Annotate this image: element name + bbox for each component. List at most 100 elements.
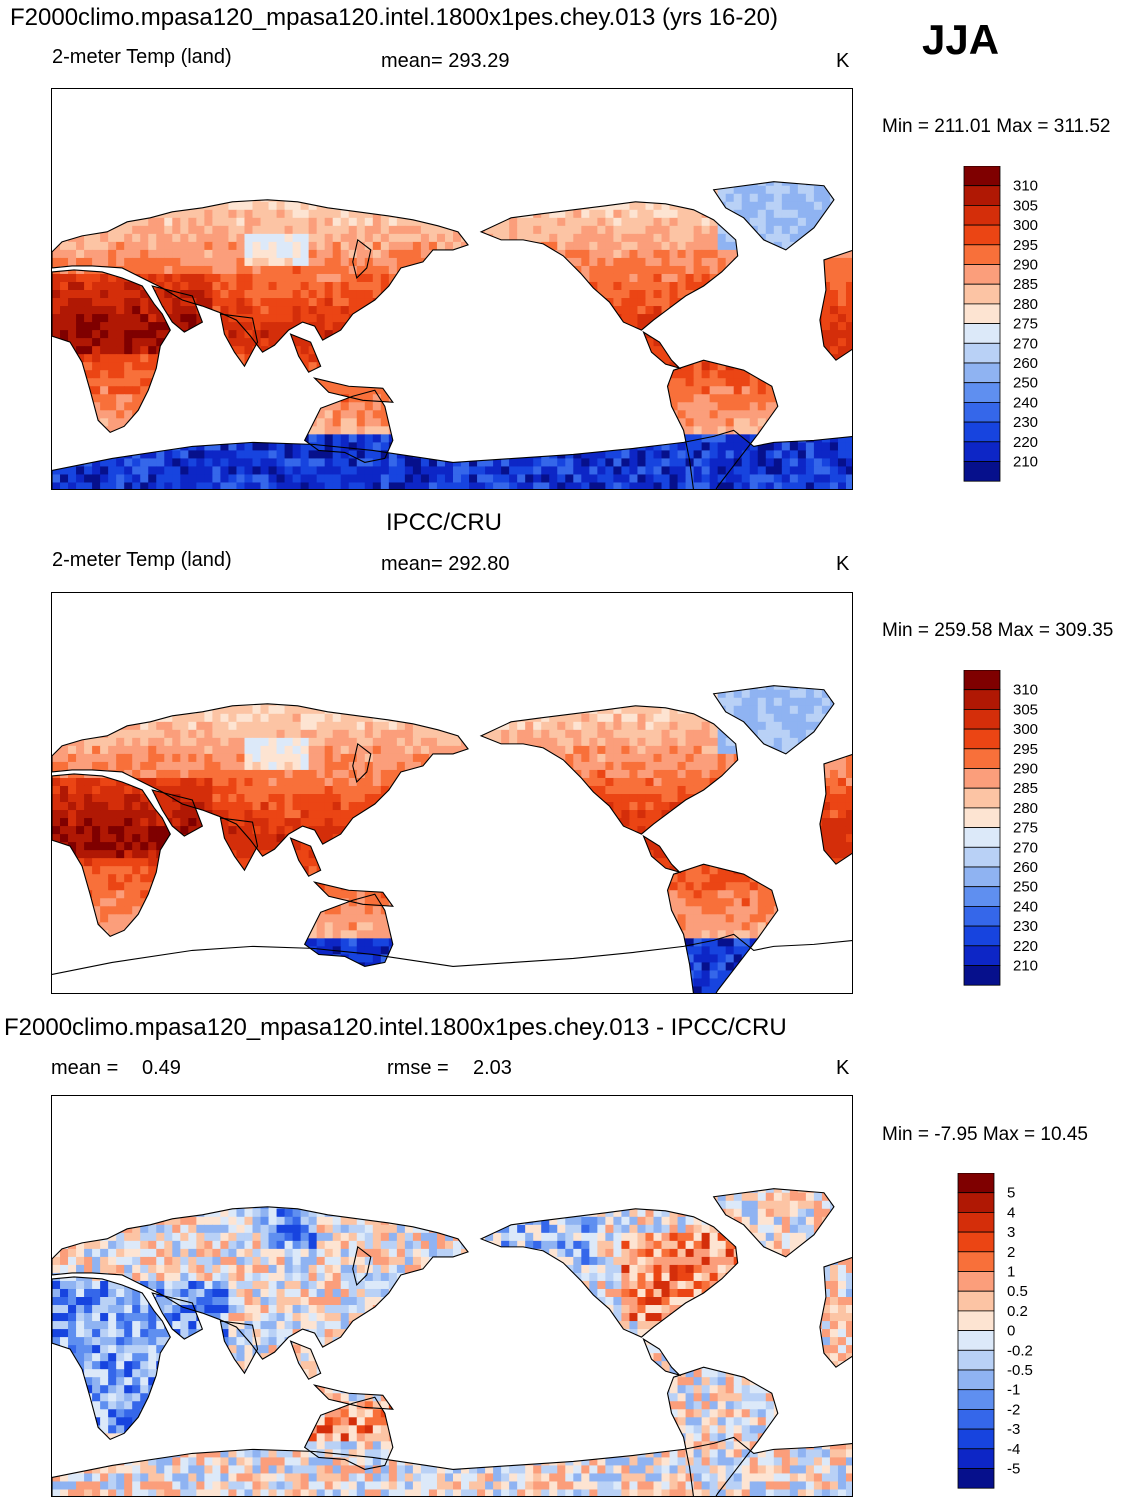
colorbar-swatch xyxy=(957,1349,995,1371)
colorbar-swatch xyxy=(963,886,1001,907)
panel-3-units: K xyxy=(836,1057,850,1079)
colorbar-tick-label: 295 xyxy=(1013,741,1038,758)
panel-2-minmax: Min = 259.58 Max = 309.35 xyxy=(882,620,1114,641)
coastline-samerica xyxy=(666,1366,779,1496)
colorbar-swatch xyxy=(957,1389,995,1410)
coastline-namerica xyxy=(479,201,739,331)
colorbar-tick-label: 230 xyxy=(1013,918,1038,935)
coastline-greenland xyxy=(712,181,835,251)
coastline-japan xyxy=(352,742,372,784)
panel-3-colorbar-svg: 5 4 3 2 1 0.5 0.2 0 -0.2 -0.5 -1 -2 -3 -4 -5 xyxy=(957,1172,1033,1489)
panel-2-variable: 2-meter Temp (land) xyxy=(52,549,232,571)
colorbar-tick-label: 250 xyxy=(1013,879,1038,896)
panel-2-title: IPCC/CRU xyxy=(386,509,503,536)
panel-3-minmax: Min = -7.95 Max = 10.45 xyxy=(882,1124,1088,1145)
colorbar-swatch xyxy=(963,264,1001,285)
colorbar-tick-label: 4 xyxy=(1007,1204,1015,1221)
colorbar-swatch xyxy=(957,1251,995,1272)
panel-2-mean: mean= 292.80 xyxy=(381,553,510,575)
season-label: JJA xyxy=(922,16,1000,63)
coastline-india xyxy=(219,817,259,872)
coastline-africa xyxy=(52,773,171,938)
panel-3-rmse-label: rmse = xyxy=(387,1057,449,1079)
colorbar-tick-label: 260 xyxy=(1013,355,1038,372)
coastline-namerica xyxy=(479,705,739,835)
colorbar-tick-label: 5 xyxy=(1007,1185,1015,1202)
coastline-antarctica xyxy=(52,1436,852,1496)
coastline-arabia xyxy=(151,1292,204,1340)
colorbar-tick-label: 240 xyxy=(1013,898,1038,915)
panel-1-map-svg xyxy=(52,181,852,489)
panel-2-map-svg xyxy=(52,685,852,993)
coastline-arabia xyxy=(151,789,204,837)
panel-3-map-svg xyxy=(52,1188,852,1496)
panel-2-colorbar: 310 305 300 295 290 285 280 275 270 260 250 240 230 2… xyxy=(963,669,1073,995)
colorbar-swatch xyxy=(963,244,1001,265)
coastline-eurasia xyxy=(52,1206,469,1360)
colorbar-swatch xyxy=(963,827,1001,848)
colorbar-swatch xyxy=(963,441,1001,462)
panel-2-units: K xyxy=(836,553,850,575)
coastline-antarctica xyxy=(52,429,852,489)
colorbar-swatch xyxy=(963,945,1001,966)
panel-3-mean-label: mean = xyxy=(51,1057,119,1079)
coastline-australia xyxy=(303,389,394,464)
colorbar-swatch xyxy=(963,382,1001,403)
colorbar-tick-label: 285 xyxy=(1013,780,1038,797)
colorbar-tick-label: 240 xyxy=(1013,394,1038,411)
colorbar-swatch xyxy=(957,1428,995,1450)
colorbar-swatch xyxy=(963,965,1001,986)
colorbar-tick-label: 310 xyxy=(1013,682,1038,699)
colorbar-tick-label: -0.2 xyxy=(1007,1342,1033,1359)
colorbar-tick-label: 275 xyxy=(1013,316,1038,333)
colorbar-tick-label: 270 xyxy=(1013,335,1038,352)
colorbar-tick-label: 210 xyxy=(1013,958,1038,975)
colorbar-swatch xyxy=(957,1468,995,1489)
colorbar-swatch xyxy=(963,846,1001,868)
colorbar-swatch xyxy=(963,787,1001,809)
colorbar-swatch xyxy=(963,401,1001,423)
colorbar-swatch xyxy=(957,1408,995,1430)
panel-1-minmax: Min = 211.01 Max = 311.52 xyxy=(882,116,1111,137)
coastline-japan xyxy=(352,1245,372,1287)
coastline-africa xyxy=(52,1276,171,1441)
coastline-greenland xyxy=(712,1188,835,1258)
colorbar-tick-label: 3 xyxy=(1007,1224,1015,1241)
colorbar-tick-label: 210 xyxy=(1013,454,1038,471)
colorbar-tick-label: 280 xyxy=(1013,296,1038,313)
colorbar-swatch xyxy=(963,362,1001,384)
colorbar-swatch xyxy=(963,165,1001,187)
colorbar-tick-label: 250 xyxy=(1013,375,1038,392)
colorbar-tick-label: 300 xyxy=(1013,217,1038,234)
coastline-seasia xyxy=(289,1340,394,1410)
panel-3-colorbar: 5 4 3 2 1 0.5 0.2 0 -0.2 -0.5 -1 -2 -3 -4 -5 xyxy=(957,1172,1067,1498)
panel-3-mean-value: 0.49 xyxy=(142,1057,181,1079)
colorbar-tick-label: 1 xyxy=(1007,1264,1015,1281)
coastline-eurasia xyxy=(52,703,469,857)
coastline-nafr_right xyxy=(819,1256,852,1368)
coastline-antarctica xyxy=(52,933,852,975)
colorbar-tick-label: 270 xyxy=(1013,839,1038,856)
colorbar-swatch xyxy=(963,303,1001,324)
coastline-india xyxy=(219,313,259,368)
colorbar-swatch xyxy=(963,461,1001,482)
coastline-arabia xyxy=(151,285,204,333)
panel-1-colorbar-svg: 310 305 300 295 290 285 280 275 270 260 250 240 230 2… xyxy=(963,165,1038,482)
panel-1-units: K xyxy=(836,50,850,72)
colorbar-swatch xyxy=(963,185,1001,206)
colorbar-swatch xyxy=(963,807,1001,828)
colorbar-tick-label: 0.5 xyxy=(1007,1283,1028,1300)
colorbar-tick-label: 295 xyxy=(1013,237,1038,254)
colorbar-swatch xyxy=(963,925,1001,947)
colorbar-tick-label: -2 xyxy=(1007,1401,1020,1418)
coastline-seasia xyxy=(289,837,394,907)
colorbar-tick-label: -1 xyxy=(1007,1382,1020,1399)
colorbar-swatch xyxy=(957,1310,995,1331)
colorbar-swatch xyxy=(957,1231,995,1253)
coastline-australia xyxy=(303,893,394,968)
coastline-namerica xyxy=(479,1208,739,1338)
colorbar-tick-label: 305 xyxy=(1013,701,1038,718)
colorbar-swatch xyxy=(963,224,1001,246)
colorbar-tick-label: 0.2 xyxy=(1007,1303,1028,1320)
coastline-japan xyxy=(352,238,372,280)
